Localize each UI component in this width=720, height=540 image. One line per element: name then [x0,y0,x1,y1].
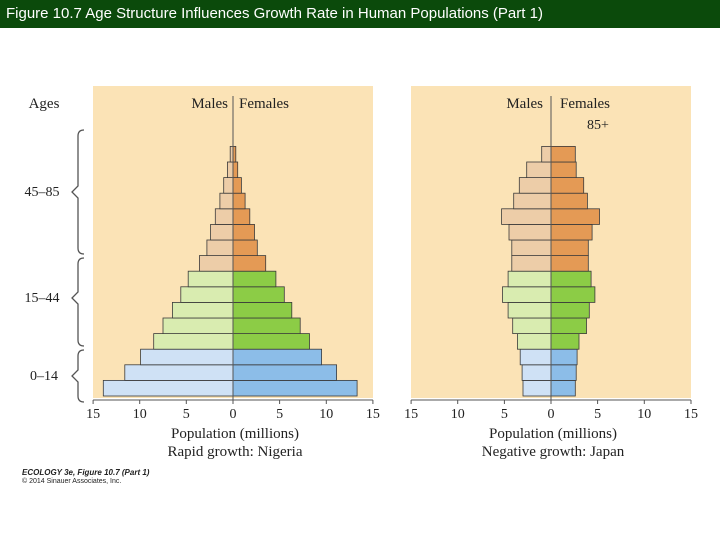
nigeria-male-bar [162,317,234,335]
nigeria-male-bar [124,364,234,381]
japan-female-bar [550,364,577,381]
japan-male-bar [502,286,552,303]
japan-female-bar [550,270,592,288]
japan-female-bar [550,379,576,397]
japan-female-bar [550,145,576,163]
nigeria-male-bar [171,301,234,319]
nigeria-female-bar [232,286,285,303]
japan-male-bar [518,177,552,194]
japan-x-tick-label: 0 [548,407,555,422]
nigeria-female-bar [232,301,293,319]
japan-female-bar [550,286,596,303]
japan-male-bar [508,223,552,241]
nigeria-x-tick-label: 0 [230,407,237,422]
bracket-45-85 [71,129,85,255]
credit-line-2: © 2014 Sinauer Associates, Inc. [22,478,122,485]
nigeria-female-bar [232,208,251,225]
nigeria-male-bar [226,161,234,179]
nigeria-x-tick-label: 10 [133,407,147,422]
japan-x-tick-label: 5 [501,407,508,422]
japan-x-tick-label: 5 [594,407,601,422]
slide-title: Figure 10.7 Age Structure Influences Gro… [0,0,720,28]
nigeria-header-females: Females [239,96,289,112]
nigeria-male-bar [102,379,234,397]
japan-male-bar [519,348,552,366]
population-pyramids-figure: Ages 45–85 15–44 0–14 Males Females Male… [25,86,698,460]
nigeria-male-bar [198,255,234,272]
japan-male-bar [511,255,552,272]
nigeria-x-tick-label: 15 [86,407,100,422]
japan-female-bar [550,239,589,257]
nigeria-male-bar [223,177,234,194]
nigeria-x-tick-label: 10 [319,407,333,422]
nigeria-x-axis-label: Population (millions) [171,426,299,442]
japan-male-bar [511,239,552,257]
nigeria-male-bar [153,333,234,350]
nigeria-x-tick-label: 5 [183,407,190,422]
japan-male-bar [522,379,552,397]
figure-credit: ECOLOGY 3e, Figure 10.7 (Part 1) © 2014 … [22,468,149,485]
japan-top-age-label: 85+ [587,118,609,133]
japan-x-axis-label: Population (millions) [489,426,617,442]
nigeria-female-bar [232,177,242,194]
japan-male-bar [541,145,552,163]
nigeria-male-bar [180,286,234,303]
japan-male-bar [512,317,552,335]
nigeria-male-bar [219,192,234,210]
nigeria-female-bar [232,239,258,257]
japan-male-bar [526,161,552,179]
japan-female-bar [550,208,600,225]
nigeria-female-bar [232,379,358,397]
nigeria-x-tick-label: 5 [276,407,283,422]
age-label-45-85: 45–85 [25,185,60,200]
nigeria-female-bar [232,161,239,179]
age-label-0-14: 0–14 [30,369,58,384]
nigeria-male-bar [187,270,234,288]
japan-x-tick-label: 10 [451,407,465,422]
japan-male-bar [517,333,552,350]
bracket-0-14 [71,349,85,403]
nigeria-x-tick-label: 15 [366,407,380,422]
credit-line-1: ECOLOGY 3e, Figure 10.7 (Part 1) [22,468,150,477]
nigeria-female-bar [232,223,255,241]
nigeria-female-bar [232,192,246,210]
japan-x-tick-label: 10 [637,407,651,422]
japan-female-bar [550,348,578,366]
nigeria-female-bar [232,317,301,335]
bracket-15-44 [71,257,85,347]
nigeria-male-bar [206,239,234,257]
japan-female-bar [550,301,590,319]
japan-male-bar [507,301,552,319]
japan-x-tick-label: 15 [684,407,698,422]
japan-x-tick-label: 15 [404,407,418,422]
nigeria-female-bar [232,333,310,350]
japan-female-bar [550,317,587,335]
japan-header-males: Males [506,96,543,112]
y-axis-label: Ages [29,96,60,112]
japan-female-bar [550,333,580,350]
nigeria-female-bar [232,255,267,272]
japan-male-bar [507,270,552,288]
japan-female-bar [550,255,589,272]
age-label-15-44: 15–44 [25,291,60,306]
japan-female-bar [550,177,585,194]
nigeria-male-bar [210,223,234,241]
nigeria-female-bar [232,348,322,366]
nigeria-header-males: Males [191,96,228,112]
japan-male-bar [501,208,552,225]
nigeria-female-bar [232,270,277,288]
japan-male-bar [521,364,552,381]
nigeria-caption: Rapid growth: Nigeria [168,444,303,460]
japan-female-bar [550,161,577,179]
japan-female-bar [550,192,588,210]
nigeria-male-bar [214,208,234,225]
japan-header-females: Females [560,96,610,112]
japan-caption: Negative growth: Japan [482,444,625,460]
nigeria-male-bar [140,348,234,366]
japan-female-bar [550,223,593,241]
nigeria-female-bar [232,364,337,381]
japan-male-bar [513,192,552,210]
